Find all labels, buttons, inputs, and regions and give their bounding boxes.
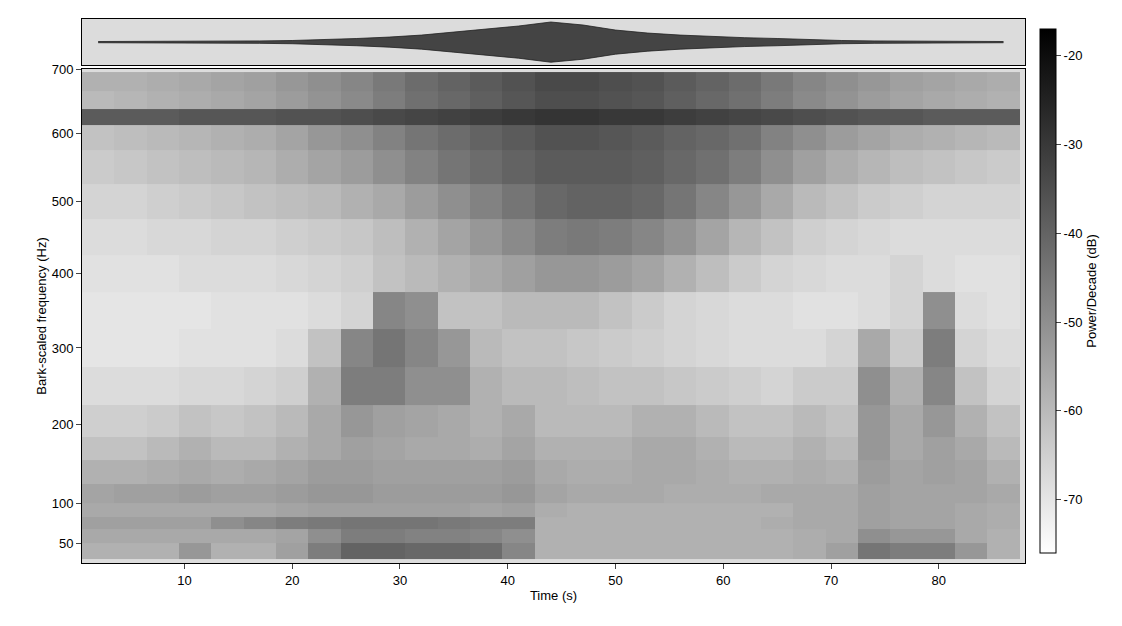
svg-text:Bark-scaled frequency (Hz): Bark-scaled frequency (Hz)	[34, 237, 49, 395]
svg-text:400: 400	[52, 266, 74, 281]
svg-text:10: 10	[177, 573, 191, 588]
svg-text:20: 20	[285, 573, 299, 588]
svg-text:50: 50	[59, 536, 73, 551]
svg-text:-40: -40	[1064, 226, 1083, 241]
svg-text:-70: -70	[1064, 492, 1083, 507]
svg-text:200: 200	[52, 417, 74, 432]
svg-text:70: 70	[824, 573, 838, 588]
svg-text:-30: -30	[1064, 137, 1083, 152]
svg-text:700: 700	[52, 62, 74, 77]
svg-text:-50: -50	[1064, 315, 1083, 330]
svg-text:500: 500	[52, 194, 74, 209]
svg-text:100: 100	[52, 496, 74, 511]
svg-text:300: 300	[52, 341, 74, 356]
svg-text:-60: -60	[1064, 403, 1083, 418]
svg-text:50: 50	[608, 573, 622, 588]
svg-text:30: 30	[393, 573, 407, 588]
svg-text:600: 600	[52, 126, 74, 141]
svg-text:Time (s): Time (s)	[530, 588, 577, 603]
svg-text:-20: -20	[1064, 48, 1083, 63]
svg-text:80: 80	[932, 573, 946, 588]
svg-text:Power/Decade (dB): Power/Decade (dB)	[1084, 234, 1099, 347]
svg-text:40: 40	[500, 573, 514, 588]
svg-text:60: 60	[716, 573, 730, 588]
